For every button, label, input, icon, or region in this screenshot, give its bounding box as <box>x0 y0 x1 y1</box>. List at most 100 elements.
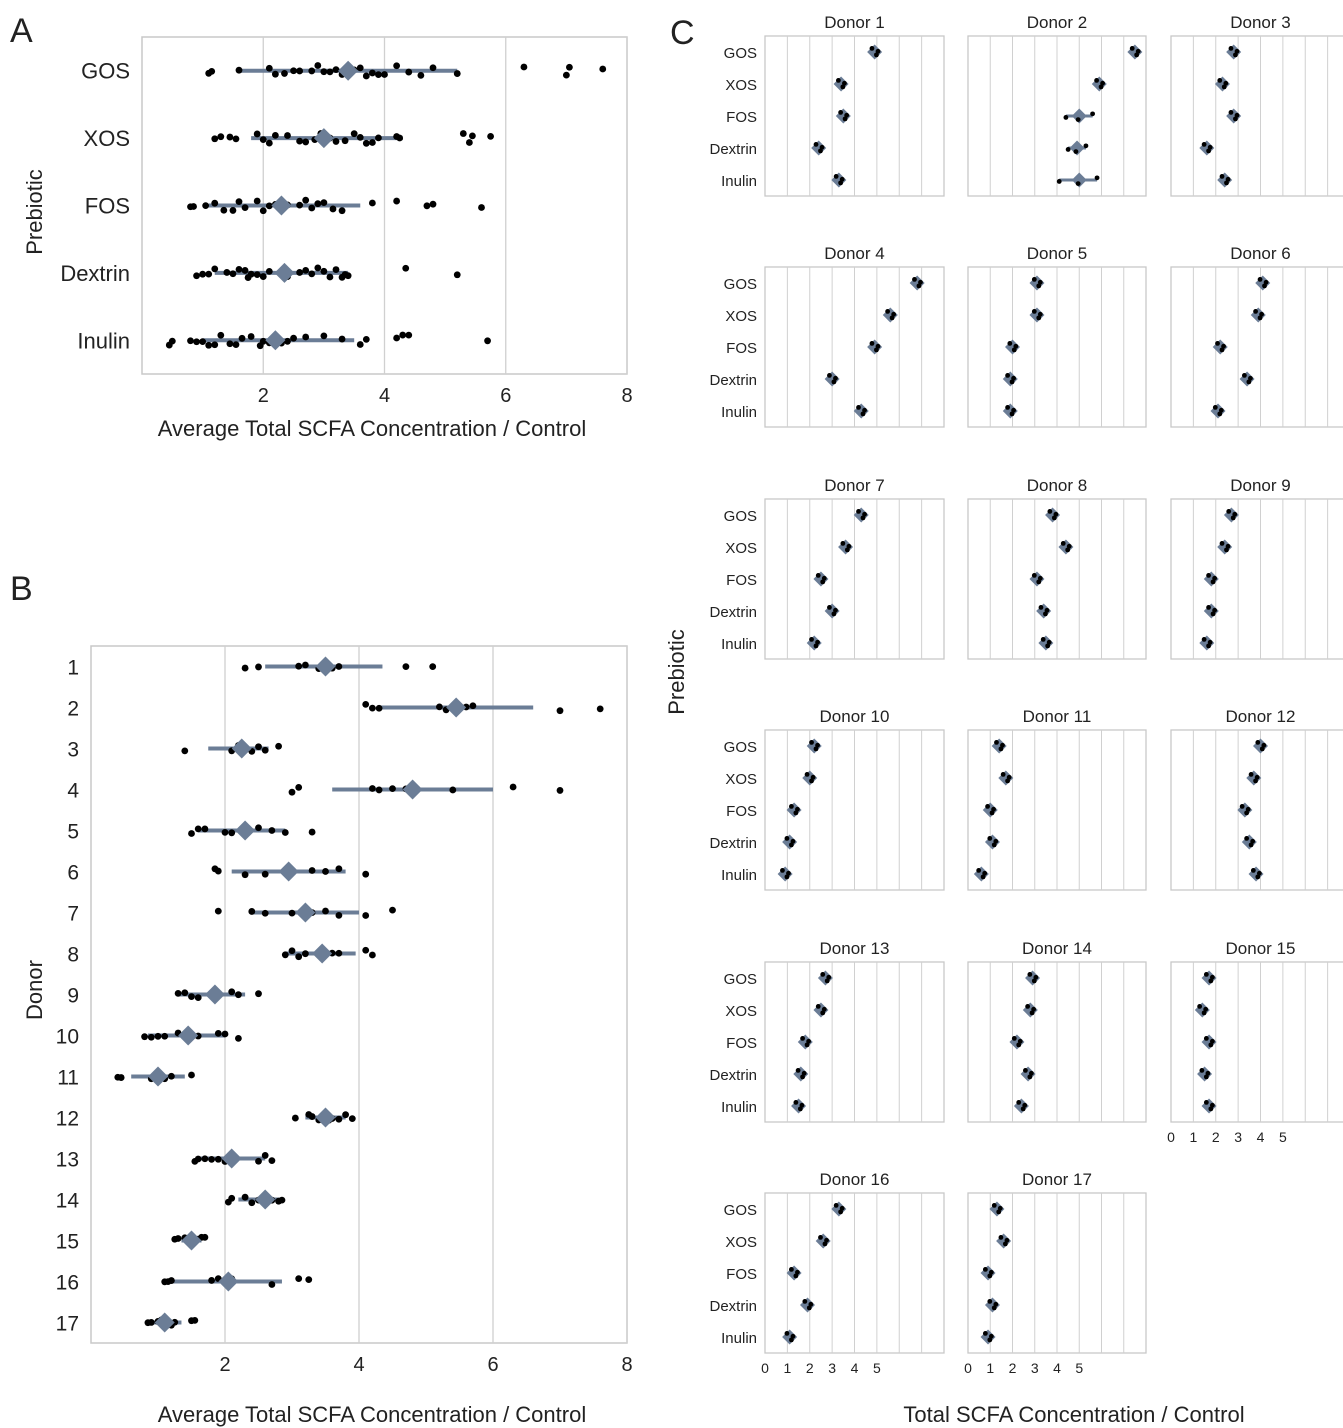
panel-a-data-point <box>241 267 249 274</box>
panel-b-data-point <box>308 828 316 836</box>
facet-data-point <box>795 806 800 812</box>
facet-category-label: GOS <box>724 45 757 62</box>
facet-data-point <box>1224 180 1229 186</box>
facet-data-point <box>838 110 844 115</box>
facet-data-point <box>1033 974 1039 980</box>
facet-data-point <box>1029 1070 1034 1076</box>
facet-data-point <box>860 411 866 417</box>
facet-data-point <box>1036 315 1042 321</box>
panel-b-data-point <box>221 828 229 836</box>
facet-data-point <box>1009 379 1015 385</box>
panel-a-data-point <box>302 333 310 341</box>
facet-data-point <box>1217 411 1223 417</box>
facet-data-point <box>1005 373 1011 378</box>
facet-frame <box>1170 498 1343 660</box>
facet-data-point <box>1002 1241 1008 1247</box>
facet-data-point <box>987 1273 993 1279</box>
facet-data-point <box>1250 838 1256 844</box>
panel-a-data-point <box>232 135 240 143</box>
facet-x-tick-label: 0 <box>964 1360 972 1376</box>
panel-a-mean-marker <box>274 262 295 283</box>
facet-data-point <box>1201 142 1207 147</box>
panel-a-data-point <box>223 269 231 276</box>
facet-frame <box>1170 729 1343 891</box>
facet-data-point <box>1031 1006 1037 1012</box>
panel-a-data-point <box>208 67 216 75</box>
panel-b-data-point <box>194 1155 202 1163</box>
facet-data-point <box>912 277 917 282</box>
panel-a-data-point <box>320 332 328 340</box>
panel-a-data-point <box>405 68 413 76</box>
facet-data-point <box>1257 315 1263 321</box>
panel-c-y-axis-label: Prebiotic <box>664 629 689 715</box>
facet-data-point <box>1060 541 1066 546</box>
facet-data-point <box>1020 1106 1026 1112</box>
facet-title: Donor 15 <box>1226 939 1296 958</box>
facet-category-label: FOS <box>726 803 757 820</box>
panel-b-data-point <box>335 911 343 919</box>
panel-b-data-point <box>241 664 249 672</box>
facet-data-point <box>784 1331 790 1336</box>
panel-a-category-label: Dextrin <box>60 261 130 286</box>
facet-x-tick-label: 2 <box>806 1360 814 1376</box>
panel-a-x-tick-label: 2 <box>258 385 269 407</box>
facet-mean-marker <box>1069 140 1085 156</box>
facet-data-point <box>1016 1042 1022 1048</box>
facet-data-point <box>1056 179 1062 184</box>
facet-data-point <box>993 838 999 844</box>
facet-data-point <box>820 579 826 585</box>
panel-a-data-point <box>405 331 413 339</box>
panel-a-mean-marker <box>338 60 359 81</box>
panel-b-category-label: 5 <box>67 821 79 844</box>
facet-data-point <box>1027 1074 1033 1080</box>
facet-data-point <box>1253 778 1258 784</box>
panel-a-mean-marker <box>265 330 286 351</box>
panel-b-data-point <box>509 783 517 791</box>
panel-a-data-point <box>338 335 346 343</box>
panel-a-data-point <box>259 136 267 144</box>
facet-data-point <box>1037 279 1043 285</box>
facet-data-point <box>1225 176 1231 182</box>
panel-a-data-point <box>265 64 273 72</box>
panel-a-data-point <box>429 64 437 72</box>
facet-data-point <box>808 1301 814 1307</box>
facet-title: Donor 7 <box>824 476 884 495</box>
facet-data-point <box>815 639 820 645</box>
facet-x-tick-label: 0 <box>761 1360 769 1376</box>
panel-b-mean-marker <box>312 943 333 964</box>
panel-a-data-point <box>417 71 425 79</box>
panel-b-data-point <box>369 951 376 959</box>
panel-b-data-point <box>281 829 289 836</box>
facet-data-point <box>809 778 814 784</box>
panel-a-data-point <box>296 269 304 276</box>
facet-data-point <box>976 868 982 873</box>
panel-b-data-point <box>117 1074 125 1081</box>
panel-b-mean-marker <box>148 1066 168 1087</box>
facet-data-point <box>1248 772 1254 777</box>
panel-b-data-point <box>235 1034 242 1042</box>
panel-a-data-point <box>259 273 267 280</box>
panel-b-data-point <box>449 786 457 794</box>
facet-data-point <box>810 774 816 780</box>
facet-data-point <box>1259 746 1265 752</box>
panel-a-data-point <box>168 337 176 345</box>
facet-data-point <box>1038 605 1044 610</box>
facet-data-point <box>1206 605 1211 610</box>
facet-data-point <box>1246 379 1252 385</box>
panel-b-data-point <box>255 743 262 751</box>
facet-data-point <box>824 978 830 984</box>
facet-data-point <box>1245 806 1251 812</box>
facet-data-point <box>1257 277 1263 282</box>
panel-a-data-point <box>332 66 340 74</box>
panel-b-data-point <box>389 785 396 793</box>
facet-data-point <box>1219 541 1225 546</box>
panel-b-data-point <box>295 783 303 791</box>
facet-data-point <box>1065 547 1071 553</box>
facet-data-point <box>1248 375 1253 381</box>
panel-a-data-point <box>453 271 461 279</box>
facet-data-point <box>1234 48 1240 54</box>
facet-data-point <box>856 509 861 514</box>
panel-a-y-axis-label: Prebiotic <box>22 169 47 255</box>
facet-data-point <box>1209 1102 1215 1108</box>
